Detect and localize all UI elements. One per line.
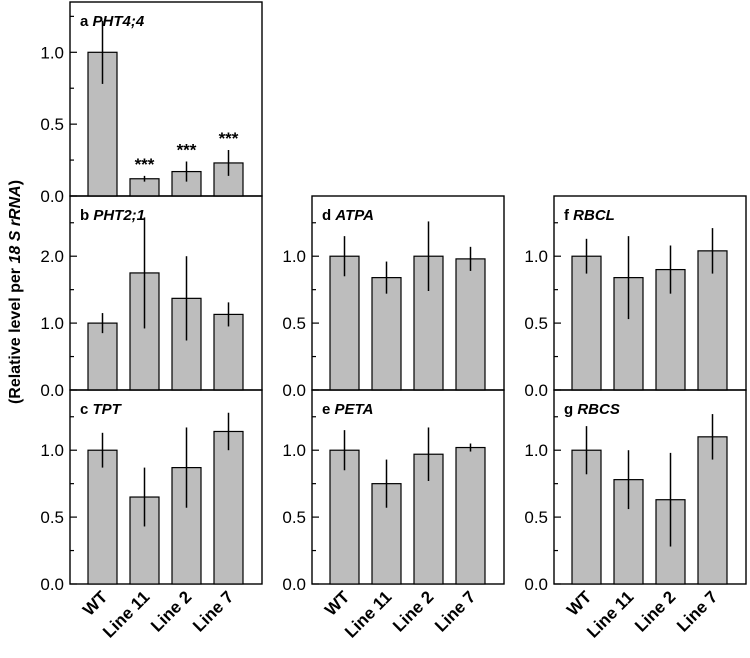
panel-e-bar-1: [329, 449, 360, 585]
panel-c-letter: c: [80, 401, 93, 418]
y-axis-title-prefix: (Relative level per: [7, 264, 24, 405]
panel-f-bar-1: [571, 255, 602, 391]
panel-c-frame: [69, 389, 263, 585]
panel-c-gene: TPT: [93, 401, 123, 418]
panel-f-letter: f: [564, 207, 573, 224]
panel-a-ytick-label: 0.0: [40, 187, 64, 206]
panel-c-title: c TPT: [80, 401, 123, 418]
panel-b-ytick-label: 1.0: [40, 314, 64, 333]
panel-f-gene: RBCL: [573, 207, 615, 224]
panel-c-category-label: Line 11: [99, 587, 153, 641]
panel-a-significance-2: ***: [135, 155, 155, 174]
panel-d-gene: ATPA: [334, 207, 374, 224]
panel-e-letter: e: [322, 401, 335, 418]
panel-b-ytick-label: 0.0: [40, 381, 64, 400]
panel-g-ytick-label: 0.5: [524, 508, 548, 527]
panel-e-category-label: Line 7: [431, 587, 479, 635]
panel-e-category-label: Line 11: [341, 587, 395, 641]
panel-g-letter: g: [564, 401, 577, 418]
panel-c-bar-4: [213, 430, 244, 585]
panel-c-bar-1: [87, 449, 118, 585]
panel-e-gene: PETA: [335, 401, 374, 418]
panel-g-frame: [553, 389, 747, 585]
panel-c-ytick-label: 0.0: [40, 575, 64, 594]
panel-g-category-label: Line 2: [631, 587, 679, 635]
panel-b-gene: PHT2;1: [93, 207, 145, 224]
y-axis-title-suffix: ): [7, 180, 24, 185]
panel-d-ytick-label: 0.5: [282, 314, 306, 333]
panel-g-category-label: Line 7: [673, 587, 721, 635]
panel-a: 0.0 0.5 1.0 a PHT4;4 *** *** ***: [40, 1, 263, 206]
panel-g-ytick-label: 0.0: [524, 575, 548, 594]
panel-a-title: a PHT4;4: [80, 13, 145, 30]
panel-a-ytick-label: 1.0: [40, 43, 64, 62]
panel-a-gene: PHT4;4: [93, 13, 145, 30]
y-axis-title-gene: 18 S rRNA: [7, 185, 24, 263]
panel-d-bar-1: [329, 255, 360, 391]
panel-e-bar-4: [455, 446, 486, 585]
panel-c-category-label: Line 7: [189, 587, 237, 635]
panel-f-ytick-label: 1.0: [524, 247, 548, 266]
panel-d-bar-4: [455, 258, 486, 391]
panel-e-ytick-label: 0.0: [282, 575, 306, 594]
panel-d-bar-2: [371, 277, 402, 391]
panel-b: 0.0 1.0 2.0 b PHT2;1: [40, 195, 263, 400]
panel-b-ytick-label: 2.0: [40, 247, 64, 266]
panel-e-frame: [311, 389, 505, 585]
panel-f-bar-4: [697, 250, 728, 391]
panel-f: 0.0 0.5 1.0 f RBCL: [524, 195, 747, 400]
panel-e-category-label: Line 2: [389, 587, 437, 635]
panel-d-letter: d: [322, 207, 335, 224]
panel-a-significance-4: ***: [219, 129, 239, 148]
panel-g-category-label: WT: [563, 587, 596, 620]
panel-g-category-label: Line 11: [583, 587, 637, 641]
panel-f-ytick-label: 0.0: [524, 381, 548, 400]
panel-g-ytick-label: 1.0: [524, 441, 548, 460]
panel-c-category-label: Line 2: [147, 587, 195, 635]
panel-e-ytick-label: 1.0: [282, 441, 306, 460]
panel-d-ytick-label: 1.0: [282, 247, 306, 266]
y-axis-title: (Relative level per 18 S rRNA): [7, 180, 24, 404]
panel-e-title: e PETA: [322, 401, 373, 418]
panel-d: 0.0 0.5 1.0 d ATPA: [282, 195, 505, 400]
panel-b-letter: b: [80, 207, 93, 224]
panel-e-ytick-label: 0.5: [282, 508, 306, 527]
panel-b-title: b PHT2;1: [80, 207, 145, 224]
panel-d-ytick-label: 0.0: [282, 381, 306, 400]
panel-b-bar-4: [213, 313, 244, 391]
panel-e-category-label: WT: [321, 587, 354, 620]
panel-a-ytick-label: 0.5: [40, 115, 64, 134]
panel-c-ytick-label: 1.0: [40, 441, 64, 460]
panel-a-letter: a: [80, 13, 93, 30]
panel-d-title: d ATPA: [322, 207, 374, 224]
panel-g-gene: RBCS: [577, 401, 620, 418]
panel-a-significance-3: ***: [177, 141, 197, 160]
panel-f-title: f RBCL: [564, 207, 615, 224]
panel-c-ytick-label: 0.5: [40, 508, 64, 527]
panel-f-ytick-label: 0.5: [524, 314, 548, 333]
panel-g-title: g RBCS: [564, 401, 620, 418]
panel-c-category-label: WT: [79, 587, 112, 620]
